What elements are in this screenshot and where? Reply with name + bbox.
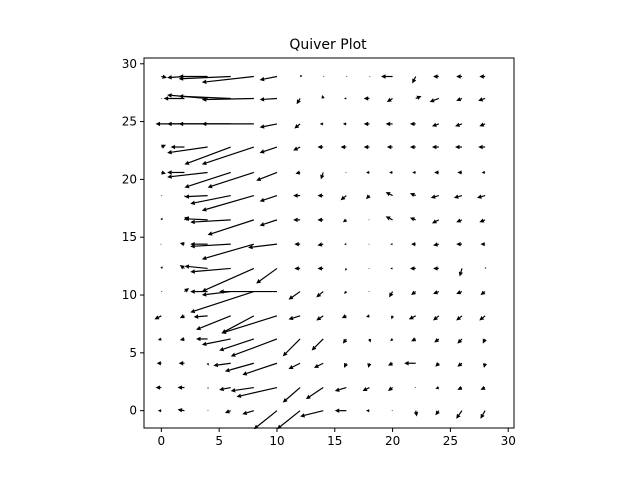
y-tick-label: 10 — [122, 288, 137, 302]
y-tick-label: 20 — [122, 172, 137, 186]
x-tick-label: 10 — [269, 434, 284, 448]
y-tick-label: 5 — [129, 346, 137, 360]
x-tick-label: 30 — [501, 434, 516, 448]
y-tick-label: 25 — [122, 115, 137, 129]
y-tick-label: 15 — [122, 230, 137, 244]
y-tick-label: 30 — [122, 57, 137, 71]
x-tick-label: 25 — [443, 434, 458, 448]
x-tick-label: 15 — [327, 434, 342, 448]
chart-title: Quiver Plot — [289, 37, 367, 53]
x-tick-label: 20 — [385, 434, 400, 448]
y-tick-label: 0 — [129, 404, 137, 418]
x-tick-label: 0 — [158, 434, 166, 448]
x-tick-label: 5 — [215, 434, 223, 448]
